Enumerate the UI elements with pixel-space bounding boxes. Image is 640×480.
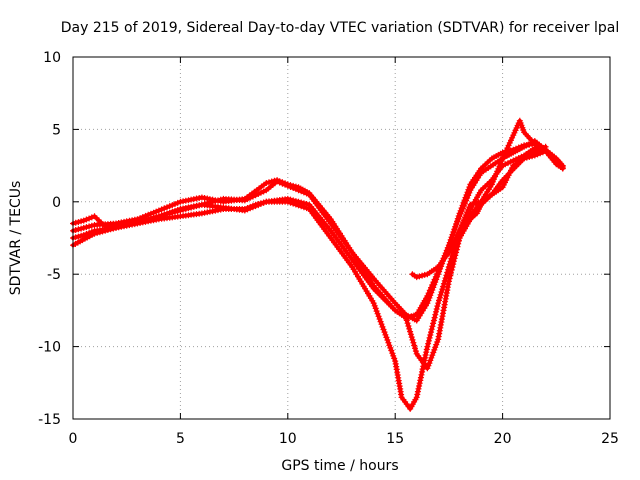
x-tick-label: 10	[279, 431, 297, 447]
series-line-track-3	[71, 118, 565, 411]
x-tick-label: 5	[176, 431, 185, 447]
series-points-track-6	[445, 143, 549, 270]
x-tick-label: 0	[69, 431, 78, 447]
y-tick-label: 5	[52, 122, 61, 138]
x-tick-label: 15	[386, 431, 404, 447]
y-tick-label: -15	[38, 412, 61, 428]
series-markers-track-2	[70, 138, 566, 321]
series-points-track-2	[70, 138, 566, 321]
series-layer	[70, 117, 566, 412]
series-points-track-3	[70, 117, 566, 412]
y-tick-label: -10	[38, 340, 61, 356]
x-axis-label: GPS time / hours	[281, 458, 398, 474]
y-tick-label: -5	[47, 267, 61, 283]
series-markers-track-6	[445, 143, 549, 270]
ticks: 0 5 10 15 20 25 -15 -10 -5 0 5 10	[38, 50, 619, 447]
x-tick-label: 25	[601, 431, 619, 447]
series-points-track-4	[70, 145, 566, 372]
y-tick-label: 10	[43, 50, 61, 66]
y-axis-label: SDTVAR / TECUs	[8, 181, 24, 296]
series-markers-track-4	[70, 145, 566, 372]
grid	[73, 57, 610, 419]
series-markers-track-3	[70, 117, 566, 412]
plot-frame	[72, 56, 611, 420]
x-tick-label: 20	[494, 431, 512, 447]
chart-title: Day 215 of 2019, Sidereal Day-to-day VTE…	[61, 20, 619, 36]
y-tick-label: 0	[52, 195, 61, 211]
series-line-track-1	[71, 141, 565, 323]
